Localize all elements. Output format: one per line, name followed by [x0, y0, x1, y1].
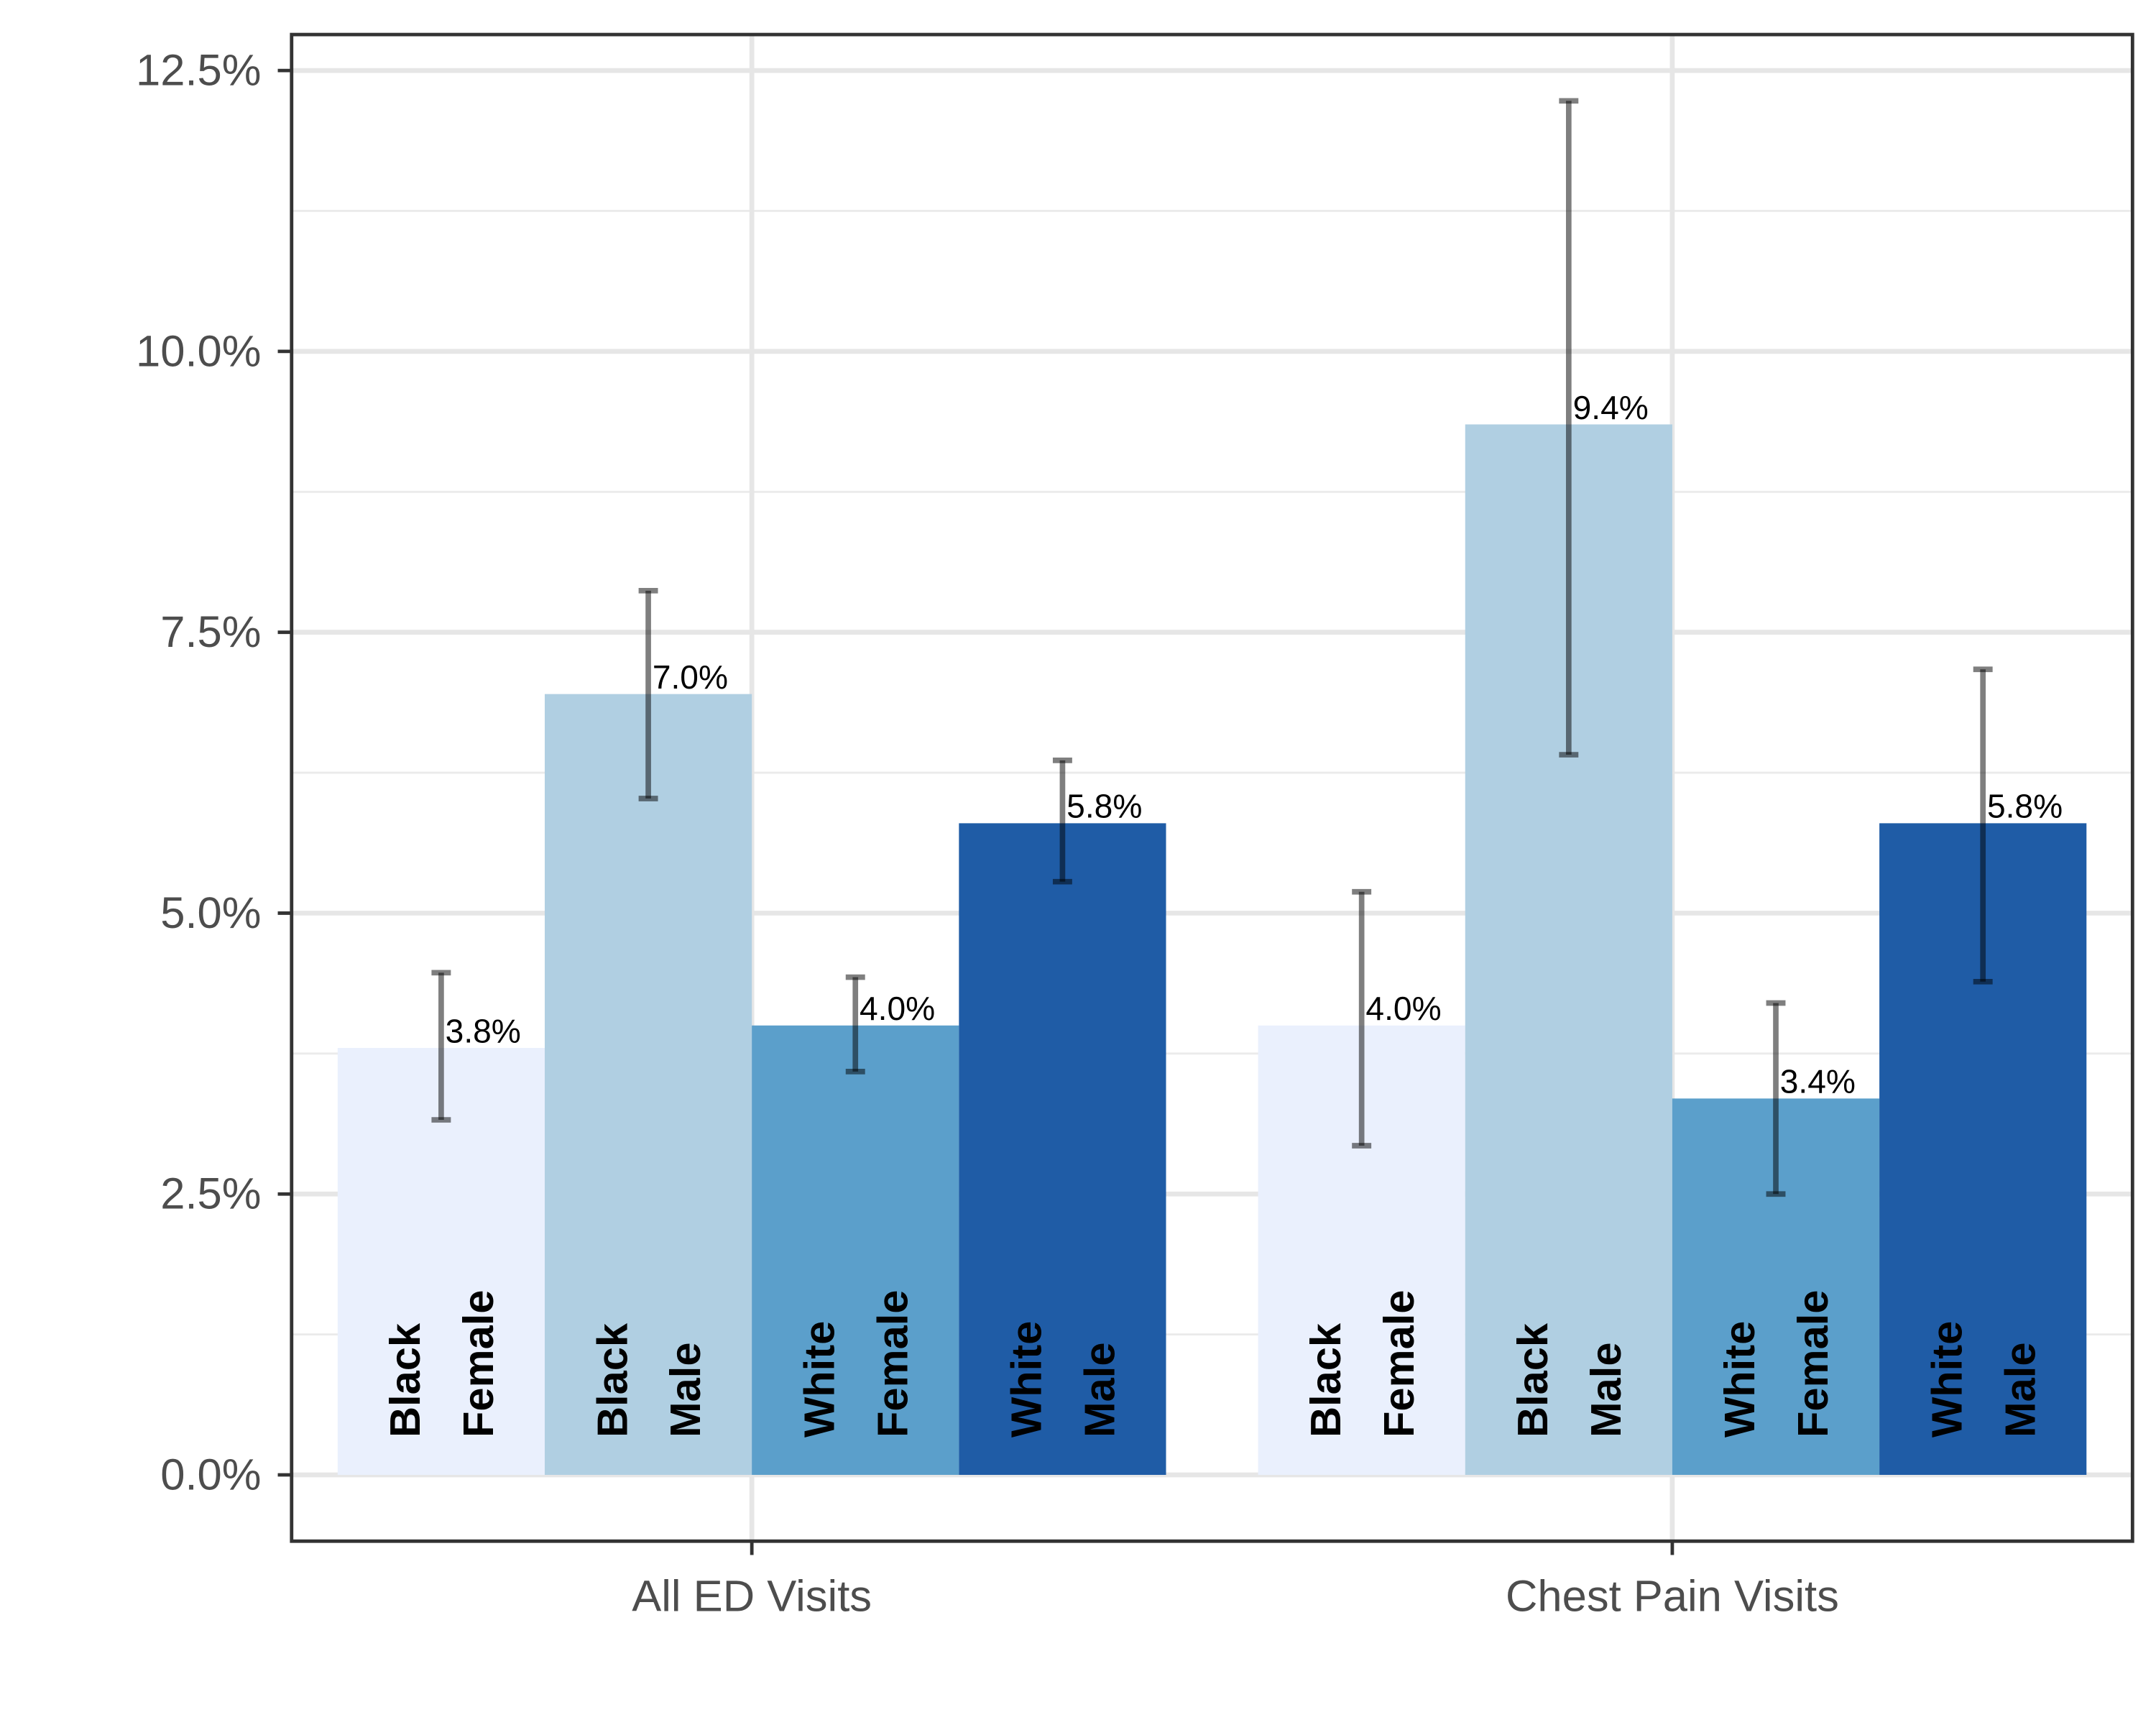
y-tick-label: 2.5%	[160, 1169, 261, 1219]
x-tick-label: Chest Pain Visits	[1506, 1572, 1839, 1622]
series-label: Black Female	[381, 1290, 502, 1438]
error-bar	[431, 970, 451, 1123]
value-label: 5.8%	[1067, 788, 1142, 825]
error-bar	[638, 587, 658, 801]
series-label: White Female	[795, 1290, 916, 1438]
value-label: 5.8%	[1987, 788, 2063, 825]
bar	[544, 694, 752, 1476]
error-bar	[1559, 98, 1579, 758]
error-bar	[1352, 888, 1372, 1149]
value-label: 3.8%	[446, 1012, 521, 1049]
error-bar	[1052, 758, 1072, 885]
series-label: Black Male	[588, 1322, 709, 1438]
error-bar	[845, 974, 865, 1075]
value-label: 7.0%	[653, 658, 728, 696]
series-label: White Male	[1003, 1321, 1124, 1438]
value-label: 4.0%	[1365, 990, 1441, 1027]
value-label: 3.4%	[1780, 1063, 1856, 1100]
y-tick-label: 12.5%	[136, 46, 261, 96]
error-bar	[1973, 666, 1993, 985]
value-label: 4.0%	[860, 990, 935, 1027]
series-label: Black Female	[1302, 1290, 1423, 1438]
bar	[752, 1025, 959, 1476]
y-tick-label: 10.0%	[136, 326, 261, 376]
x-tick-label: All ED Visits	[632, 1572, 872, 1622]
y-tick-label: 0.0%	[160, 1450, 261, 1500]
y-tick-label: 7.5%	[160, 607, 261, 657]
bar	[959, 823, 1166, 1476]
error-bar	[1766, 1000, 1786, 1197]
y-tick-label: 5.0%	[160, 888, 261, 938]
value-label: 9.4%	[1573, 389, 1649, 426]
series-label: White Male	[1922, 1321, 2044, 1438]
series-label: Black Male	[1508, 1322, 1630, 1438]
panel-border	[290, 32, 2134, 1543]
series-label: White Female	[1715, 1290, 1837, 1438]
